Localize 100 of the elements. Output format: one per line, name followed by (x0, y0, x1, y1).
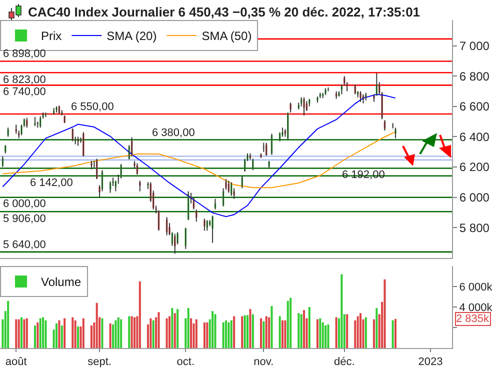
ref-line-label: 6 142,00 (30, 177, 73, 189)
bar (171, 308, 174, 348)
bar (117, 317, 120, 348)
bar (18, 319, 20, 348)
bar (58, 320, 60, 348)
bar (252, 314, 254, 348)
ref-line-label: 6 380,00 (152, 127, 195, 139)
ref-line-label: 6 823,00 (3, 74, 46, 86)
bar (394, 318, 397, 348)
bar (130, 316, 133, 348)
y-tick-label: 5 800 (459, 220, 490, 235)
bar (96, 302, 98, 348)
chart-title: CAC40 Index Journalier 6 450,43 −0,35 % 20 déc. 2022, 17:35:01 (28, 4, 420, 20)
bar (42, 317, 44, 348)
bar (23, 319, 26, 348)
bar (74, 320, 76, 348)
bar (327, 324, 330, 348)
bar (72, 317, 74, 348)
bar (7, 300, 10, 348)
bar (324, 325, 327, 348)
bar (300, 314, 302, 348)
bar (308, 307, 310, 348)
bar (195, 319, 198, 348)
bar (152, 320, 154, 348)
bar (281, 320, 284, 348)
x-tick-label: 2023 (418, 356, 443, 368)
bar (222, 322, 224, 348)
y-tick-label: 6 400 (459, 130, 490, 144)
bar (246, 315, 249, 348)
bar (64, 318, 66, 348)
x-tick-label: août (5, 356, 27, 368)
bar (384, 279, 386, 348)
bar (44, 320, 47, 348)
y-tick-label: 4 000k (459, 302, 493, 314)
bar (268, 317, 270, 348)
bar (392, 320, 394, 348)
bar (376, 308, 378, 348)
bar (134, 317, 136, 348)
bar (112, 324, 114, 348)
ref-line-label: 6 740,00 (3, 86, 46, 98)
bar (340, 274, 343, 348)
bar (372, 319, 375, 348)
text: 2 835k (456, 313, 490, 325)
bar (60, 325, 63, 348)
bar (241, 316, 244, 348)
ref-line-label: 6 550,00 (71, 101, 114, 113)
bar (168, 316, 171, 348)
bar (101, 318, 104, 348)
x-tick-label: déc. (334, 356, 355, 368)
x-tick-label: sept. (88, 356, 112, 368)
bar (39, 318, 42, 348)
bar (298, 313, 300, 348)
bar (303, 310, 306, 348)
bar (26, 318, 28, 348)
ref-line-label: 5 906,00 (3, 213, 46, 225)
bar (262, 321, 265, 348)
legend-label: SMA (50) (202, 29, 252, 44)
bar (346, 314, 348, 348)
bar (120, 319, 122, 348)
bar (260, 318, 262, 348)
bar (230, 320, 232, 348)
bar (354, 320, 356, 348)
bar (360, 313, 362, 348)
bar (15, 319, 18, 348)
bar (335, 317, 338, 348)
bar (190, 318, 192, 348)
legend-label: SMA (20) (106, 29, 157, 44)
bar (316, 319, 318, 348)
bar (214, 314, 216, 348)
bar (114, 320, 117, 348)
bar (174, 313, 176, 348)
bar (176, 309, 179, 348)
bar (224, 320, 228, 348)
bar (206, 322, 208, 348)
bar (203, 322, 206, 348)
bar (356, 316, 359, 348)
bar (90, 325, 92, 348)
bar (319, 318, 322, 348)
ref-line-label: 6 898,00 (3, 48, 46, 60)
bar (322, 322, 324, 348)
bar (290, 298, 292, 348)
x-tick-label: nov. (254, 356, 274, 368)
bar (244, 315, 246, 348)
bar (278, 316, 281, 348)
bar (364, 317, 367, 348)
bar (109, 323, 112, 348)
bar (36, 322, 39, 348)
bar (77, 326, 80, 348)
bar (20, 317, 23, 348)
bar (128, 316, 130, 348)
ref-line-label: 5 640,00 (3, 239, 46, 251)
y-tick-label: 6 000 (459, 190, 490, 205)
y-tick-label: 6 800 (459, 69, 490, 84)
bar (82, 318, 84, 348)
bar (270, 306, 273, 348)
bar (34, 325, 36, 348)
x-tick-label: oct. (176, 356, 195, 368)
bar (249, 309, 252, 348)
bar (55, 323, 58, 348)
bar (228, 322, 230, 348)
